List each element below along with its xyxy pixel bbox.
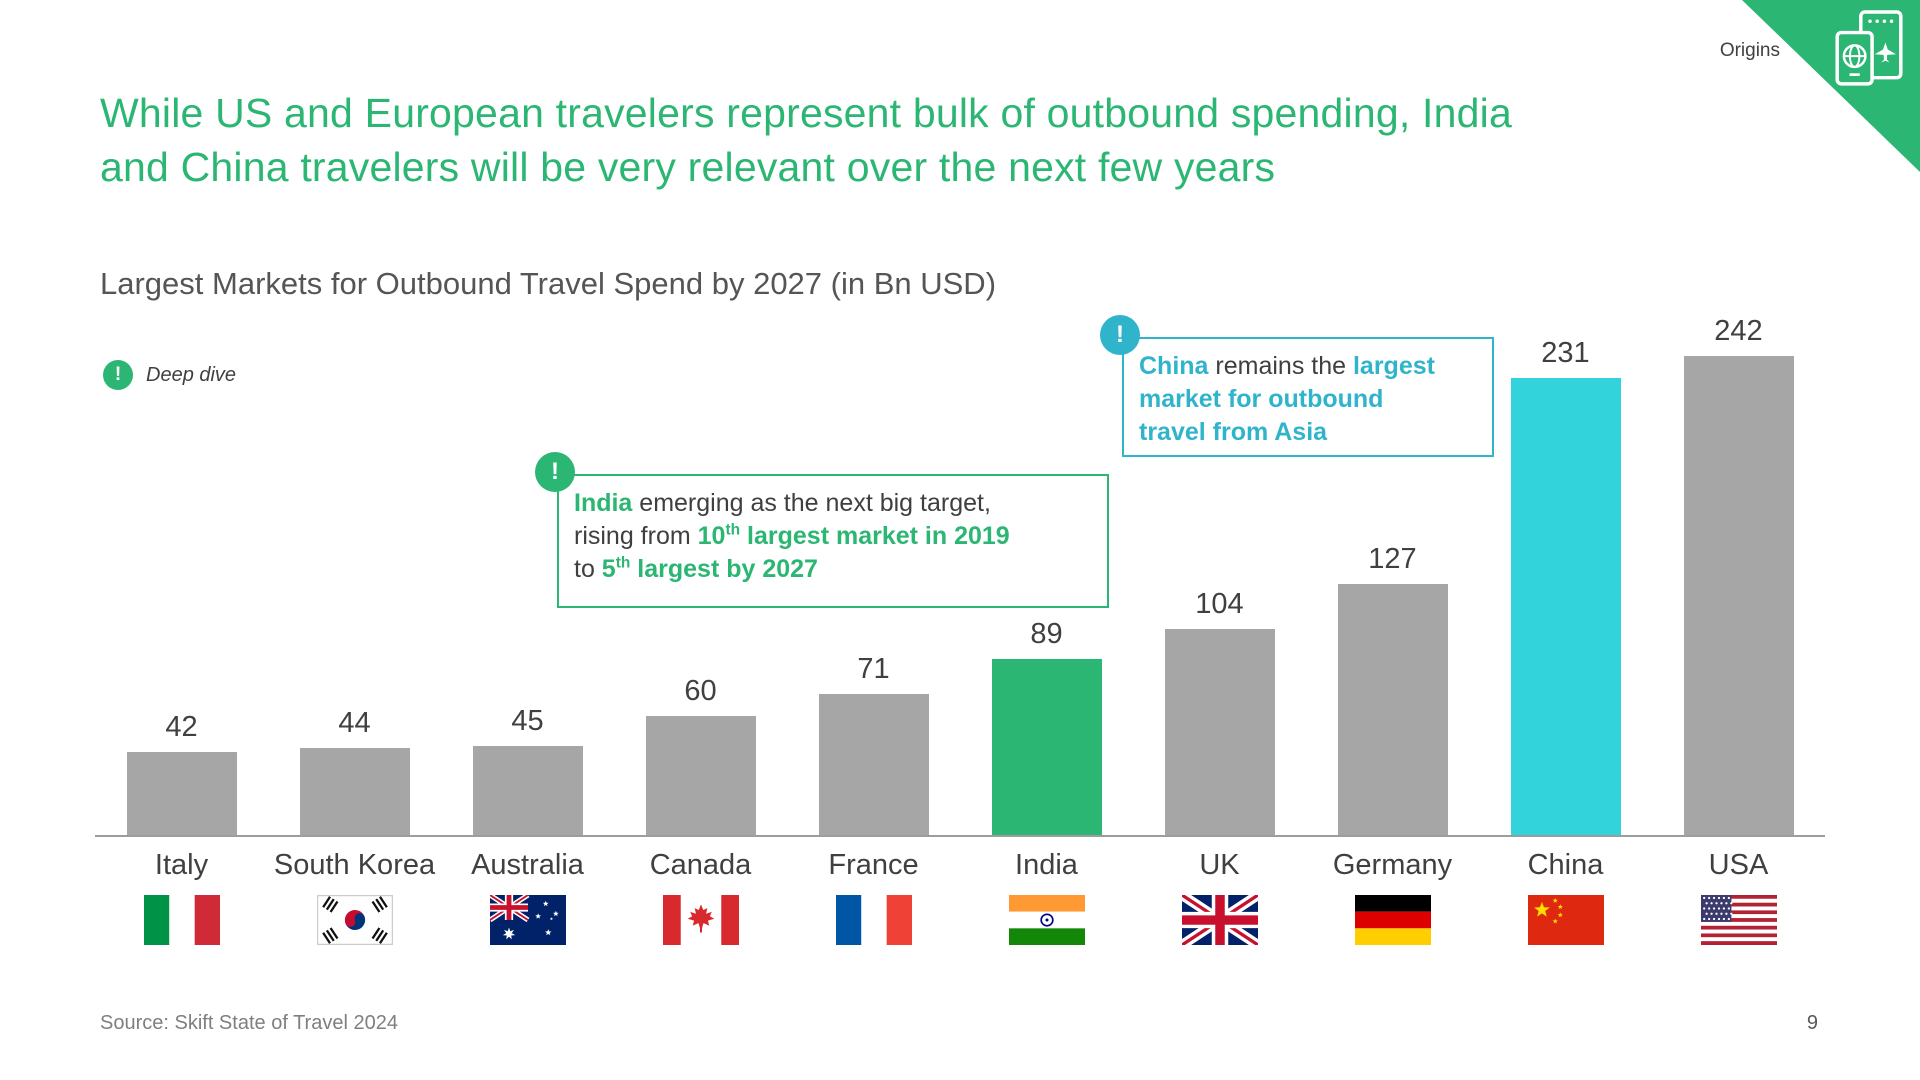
category-label-china: China [1527, 849, 1604, 881]
bar-south-korea [299, 748, 410, 835]
value-label-uk: 104 [1195, 588, 1244, 620]
axis-cell-australia: Australia [441, 849, 614, 945]
axis-cell-france: France [787, 849, 960, 945]
value-label-france: 71 [857, 653, 890, 685]
china-callout-line-3: travel from Asia [1139, 418, 1328, 446]
bar-india [991, 659, 1102, 835]
bar-australia [472, 746, 583, 835]
chart-title: Largest Markets for Outbound Travel Spen… [100, 266, 997, 301]
india-callout-line-2: rising from 10th largest market in 2019 [574, 521, 1010, 550]
bar-china [1510, 378, 1621, 835]
category-label-germany: Germany [1332, 849, 1453, 881]
south-korea-flag-icon [316, 895, 393, 945]
page-number: 9 [1806, 1012, 1818, 1034]
bar-france [818, 694, 929, 835]
india-callout-exclamation-icon: ! [535, 452, 575, 492]
chart-column-france: 71 [787, 653, 960, 835]
china-callout: China remains the largest market for outb… [1122, 337, 1494, 457]
india-flag-icon [1008, 895, 1085, 945]
axis-cell-china: China [1479, 849, 1652, 945]
usa-flag-icon [1700, 895, 1777, 945]
category-label-italy: Italy [154, 849, 209, 881]
value-label-australia: 45 [511, 705, 544, 737]
canada-flag-icon [662, 895, 739, 945]
deep-dive-legend: ! Deep dive [103, 360, 236, 390]
category-label-uk: UK [1199, 849, 1240, 881]
category-label-india: India [1015, 849, 1078, 881]
value-label-italy: 42 [165, 711, 198, 743]
italy-flag-icon [143, 895, 220, 945]
india-callout-line-3: to 5th largest by 2027 [574, 554, 818, 583]
category-label-canada: Canada [649, 849, 752, 881]
india-callout: India emerging as the next big target, ri… [557, 474, 1109, 608]
bar-canada [645, 716, 756, 835]
axis-cell-uk: UK [1133, 849, 1306, 945]
x-axis-line [95, 835, 1825, 837]
value-label-canada: 60 [684, 675, 717, 707]
bar-italy [126, 752, 237, 835]
chart-column-canada: 60 [614, 675, 787, 835]
uk-flag-icon [1181, 895, 1258, 945]
value-label-china: 231 [1541, 337, 1590, 369]
bar-uk [1164, 629, 1275, 835]
category-label-australia: Australia [471, 849, 584, 881]
slide-title-line2: and China travelers will be very relevan… [100, 144, 1276, 191]
origins-label: Origins [1719, 40, 1780, 61]
bar-chart-plot: 42 44 45 60 71 89 104 127 231 242 [95, 280, 1825, 835]
axis-cell-south-korea: South Korea [268, 849, 441, 945]
chart-column-china: 231 [1479, 337, 1652, 835]
axis-cell-germany: Germany [1306, 849, 1479, 945]
india-callout-line-1: India emerging as the next big target, [574, 489, 991, 517]
bar-germany [1337, 584, 1448, 835]
passport-ticket-icon [1835, 10, 1903, 86]
chart-column-uk: 104 [1133, 588, 1306, 835]
australia-flag-icon [489, 895, 566, 945]
category-label-usa: USA [1708, 849, 1769, 881]
slide-title: While US and European travelers represen… [100, 86, 1512, 194]
axis-cell-canada: Canada [614, 849, 787, 945]
value-label-south-korea: 44 [338, 707, 371, 739]
chart-column-south-korea: 44 [268, 707, 441, 835]
chart-column-italy: 42 [95, 711, 268, 835]
chart-column-australia: 45 [441, 705, 614, 835]
chart-column-germany: 127 [1306, 543, 1479, 835]
category-label-south-korea: South Korea [273, 849, 436, 881]
china-flag-icon [1527, 895, 1604, 945]
deep-dive-icon: ! [103, 360, 133, 390]
germany-flag-icon [1354, 895, 1431, 945]
value-label-germany: 127 [1368, 543, 1417, 575]
china-callout-line-2: market for outbound [1139, 385, 1384, 413]
x-axis-labels: Italy South Korea Australia Canada France… [95, 849, 1825, 945]
china-callout-exclamation-icon: ! [1100, 315, 1140, 355]
value-label-usa: 242 [1714, 315, 1763, 347]
deep-dive-label: Deep dive [146, 363, 237, 386]
axis-cell-italy: Italy [95, 849, 268, 945]
chart-column-india: 89 [960, 618, 1133, 835]
chart-column-usa: 242 [1652, 315, 1825, 835]
china-callout-line-1: China remains the largest [1139, 352, 1435, 380]
source-note: Source: Skift State of Travel 2024 [100, 1012, 398, 1034]
value-label-india: 89 [1030, 618, 1063, 650]
category-label-france: France [828, 849, 919, 881]
france-flag-icon [835, 895, 912, 945]
axis-cell-india: India [960, 849, 1133, 945]
slide-title-line1: While US and European travelers represen… [100, 90, 1512, 136]
axis-cell-usa: USA [1652, 849, 1825, 945]
bar-usa [1683, 356, 1794, 835]
